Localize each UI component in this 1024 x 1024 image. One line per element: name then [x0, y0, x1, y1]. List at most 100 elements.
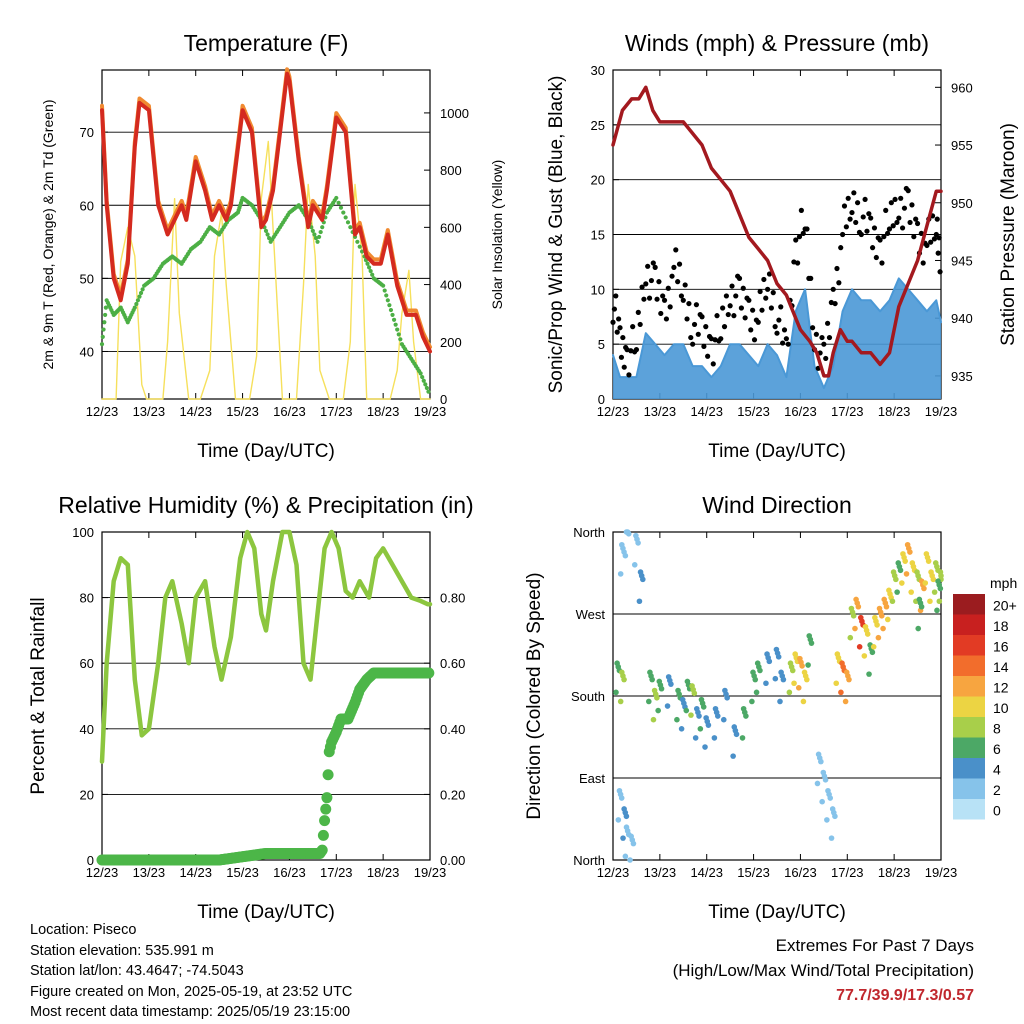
gust-point	[701, 343, 707, 349]
gust-point	[899, 225, 906, 231]
gust-point	[860, 214, 866, 220]
legend-label: 16	[993, 639, 1009, 655]
x-tick-label: 18/23	[367, 865, 400, 880]
dewpoint-point	[359, 249, 365, 254]
legend-label: 10	[993, 700, 1009, 716]
dewpoint-point	[426, 389, 431, 394]
gust-point	[621, 364, 627, 370]
x-tick-label: 16/23	[784, 404, 817, 419]
gust-point	[727, 303, 733, 309]
y-tick-label: East	[579, 771, 605, 786]
direction-point	[691, 690, 698, 697]
x-tick-label: 14/23	[690, 865, 723, 880]
gust-point	[884, 230, 891, 237]
dewpoint-point	[395, 327, 400, 332]
direction-point	[864, 631, 871, 637]
direction-point	[903, 571, 910, 577]
direction-point	[814, 780, 821, 787]
direction-point	[883, 603, 890, 610]
y2-tick-label: 400	[440, 278, 462, 293]
direction-point	[819, 798, 825, 805]
gust-point	[654, 296, 660, 302]
gust-point	[780, 340, 786, 346]
y2-tick-label: 0.40	[440, 722, 465, 737]
dewpoint-point	[345, 220, 351, 225]
x-tick-label: 17/23	[831, 865, 864, 880]
gust-point	[888, 200, 894, 206]
dewpoint-point	[385, 298, 390, 303]
x-tick-label: 16/23	[784, 865, 817, 880]
gust-point	[819, 334, 825, 341]
gust-point	[776, 317, 782, 323]
gust-point	[703, 324, 709, 330]
legend-label: 0	[993, 803, 1001, 819]
gust-point	[676, 261, 683, 267]
dewpoint-point	[424, 385, 429, 391]
direction-point	[733, 731, 740, 738]
direction-point	[697, 726, 704, 732]
precip-point	[320, 803, 332, 815]
gust-point	[641, 296, 647, 302]
direction-point	[805, 662, 811, 668]
legend-title: mph	[990, 575, 1017, 591]
direction-point	[654, 695, 660, 701]
dewpoint-point	[320, 225, 325, 230]
wind-area	[613, 278, 941, 399]
pressure-line	[611, 85, 943, 378]
gust-point	[610, 319, 616, 325]
gust-point	[772, 324, 778, 330]
gust-point	[748, 327, 754, 333]
gust-point	[871, 225, 878, 231]
direction-point	[846, 676, 852, 683]
y-tick-label: 25	[591, 118, 605, 133]
gust-point	[826, 334, 833, 341]
y2-tick-label: 0	[440, 392, 447, 407]
gust-point	[886, 226, 893, 232]
direction-point	[822, 777, 829, 783]
direction-point	[799, 663, 805, 669]
legend-swatch	[953, 696, 985, 717]
direction-point	[635, 540, 641, 546]
gust-point	[810, 325, 816, 331]
x-tick-label: 19/23	[414, 404, 447, 419]
direction-point	[842, 698, 849, 705]
y-tick-label: North	[573, 853, 605, 868]
legend-label: 8	[993, 721, 1001, 737]
gust-point	[720, 305, 726, 311]
gust-point	[723, 293, 729, 299]
gust-point	[765, 286, 771, 292]
gust-point	[663, 316, 670, 322]
gust-point	[718, 336, 724, 342]
legend-label: 4	[993, 762, 1001, 778]
gust-point	[864, 228, 870, 234]
gust-point	[705, 353, 711, 359]
direction-point	[777, 698, 783, 705]
gust-point	[650, 260, 656, 266]
station-latlon: Station lat/lon: 43.4647; -74.5043	[30, 963, 244, 979]
dewpoint-point	[370, 272, 375, 277]
x-tick-label: 14/23	[179, 865, 212, 880]
y-axis-label: Percent & Total Rainfall	[28, 597, 49, 794]
gust-point	[920, 260, 926, 266]
solar-line	[101, 140, 431, 400]
legend-swatch	[953, 594, 985, 615]
y2-tick-label: 200	[440, 335, 462, 350]
dewpoint-point	[137, 294, 142, 299]
dewpoint-point	[382, 288, 387, 293]
dewpoint-point	[365, 261, 370, 266]
x-tick-label: 16/23	[273, 865, 306, 880]
gust-point	[693, 302, 700, 308]
direction-point	[931, 589, 938, 595]
direction-point	[808, 640, 815, 646]
plot-frame	[101, 69, 431, 400]
y2-tick-label: 1000	[440, 106, 469, 121]
gust-point	[721, 324, 728, 330]
gust-point	[905, 188, 911, 194]
direction-point	[763, 680, 769, 687]
gust-point	[911, 234, 917, 240]
y-axis-label: Sonic/Prop Wind & Gust (Blue, Black)	[546, 76, 567, 394]
direction-point	[855, 603, 862, 610]
legend-swatch	[953, 655, 985, 676]
direction-point	[791, 680, 797, 687]
legend-swatch	[953, 799, 985, 820]
